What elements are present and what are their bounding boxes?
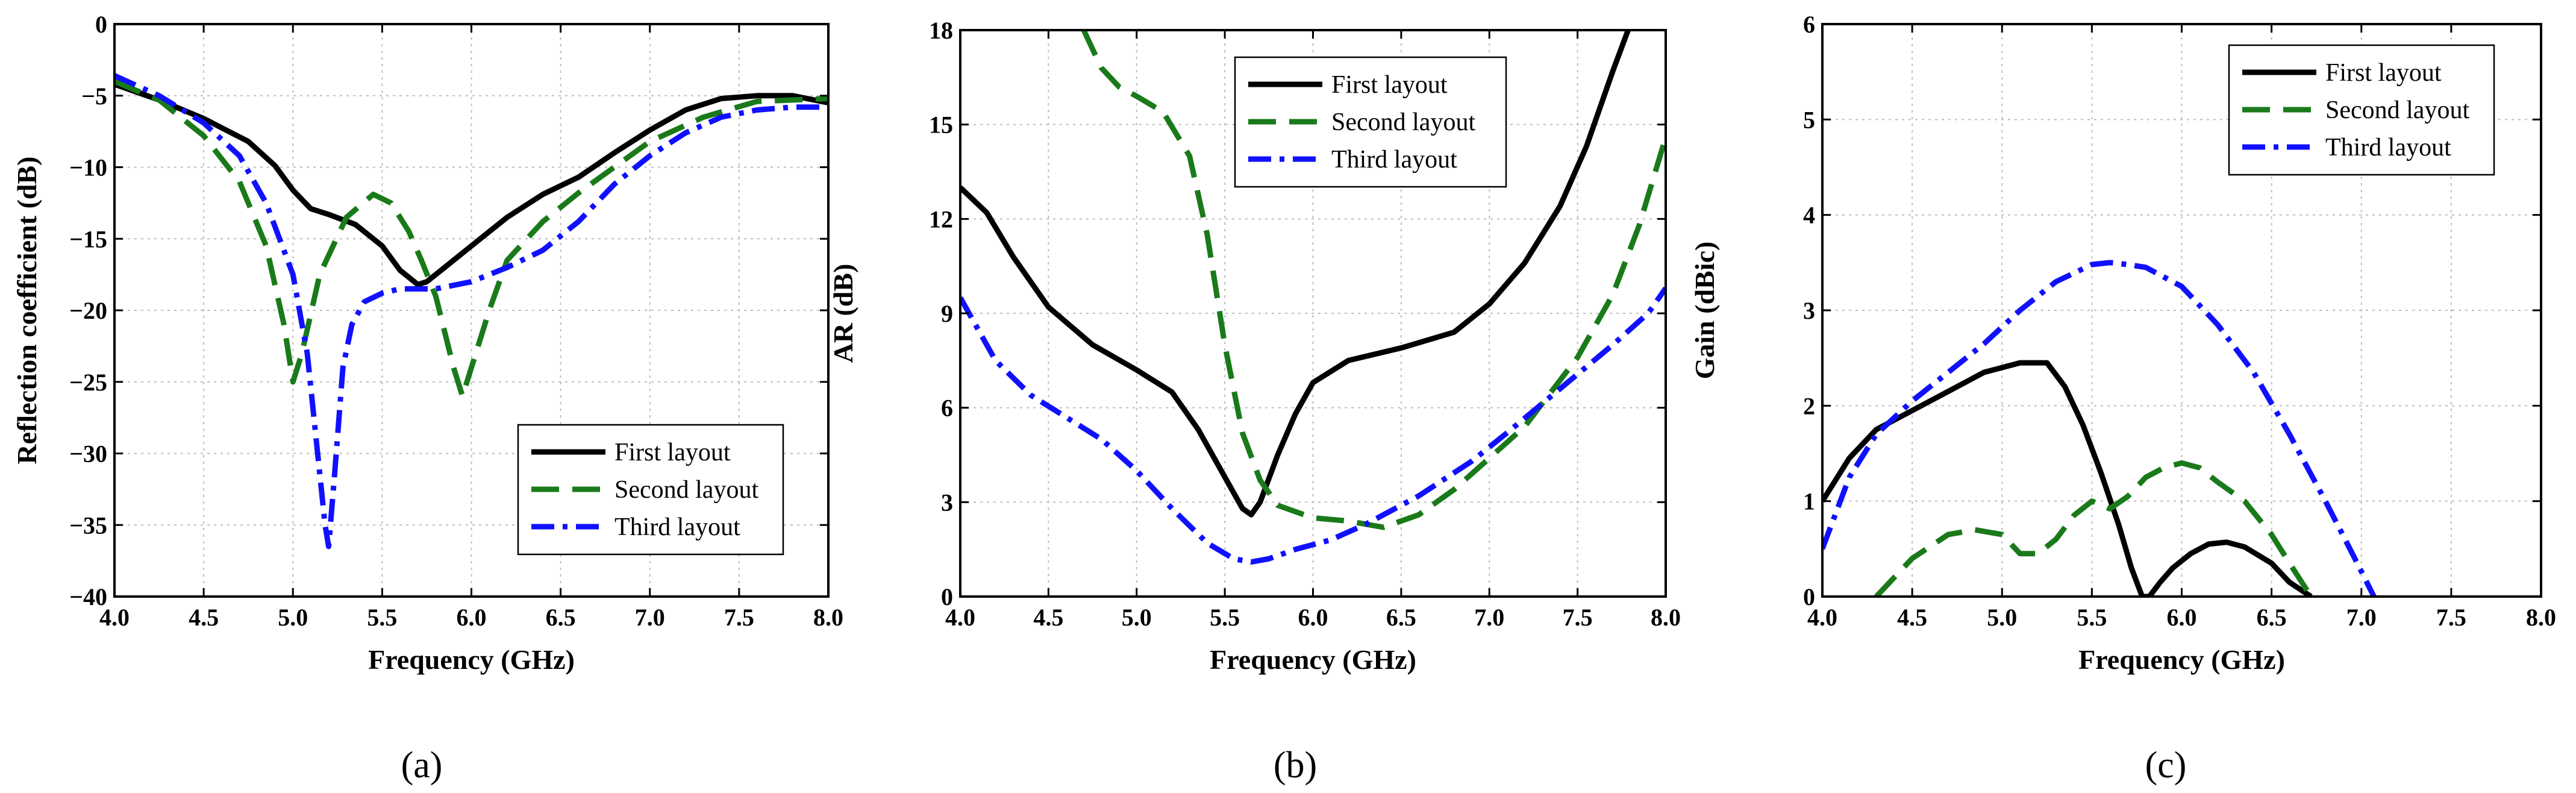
series-line-2: [1874, 460, 2313, 597]
x-tick-label: 5.0: [1122, 604, 1152, 631]
legend-label-3: Third layout: [2325, 134, 2451, 161]
y-tick-label: 9: [941, 300, 953, 327]
y-tick-label: −25: [69, 369, 107, 396]
y-tick-label: 12: [929, 205, 953, 233]
panel-label: (a): [401, 745, 443, 786]
y-axis-title: Gain (dBic): [1689, 242, 1720, 380]
x-tick-label: 6.5: [546, 604, 576, 631]
series-line-2: [114, 78, 828, 399]
x-tick-label: 4.5: [1033, 604, 1063, 631]
y-tick-label: −10: [69, 154, 107, 181]
x-tick-label: 7.5: [1563, 604, 1593, 631]
legend: First layout Second layout Third layout: [2228, 44, 2495, 176]
y-tick-label: 0: [941, 583, 953, 610]
y-tick-label: 0: [1803, 583, 1815, 610]
chart-panel-2: 4.0 4.5 5.0 5.5 6.0 6.5 7.0 7.5 8.0 0 3 6 9 12 15 18 Fre…: [828, 17, 1681, 786]
y-tick-label: 18: [929, 17, 953, 44]
y-tick-label: −40: [69, 583, 107, 610]
y-tick-label: 15: [929, 111, 953, 139]
x-tick-label: 7.0: [635, 604, 665, 631]
y-tick-label: −20: [69, 297, 107, 324]
x-axis-title: Frequency (GHz): [1210, 644, 1416, 675]
x-tick-label: 4.0: [1807, 604, 1837, 631]
legend-label-3: Third layout: [1331, 146, 1457, 174]
y-axis-title: Reflection coefficient (dB): [11, 157, 42, 465]
y-tick-label: −30: [69, 440, 107, 468]
chart-panel-3: 4.0 4.5 5.0 5.5 6.0 6.5 7.0 7.5 8.0 0 1 2 3 4 5 6 Freque…: [1689, 11, 2556, 786]
series-line-1: [1822, 360, 2313, 597]
panel-label: (b): [1274, 745, 1317, 786]
x-tick-label: 8.0: [2526, 604, 2556, 631]
y-tick-label: −15: [69, 225, 107, 252]
x-tick-label: 5.5: [367, 604, 397, 631]
panel-label: (c): [2145, 745, 2187, 786]
y-tick-label: 3: [941, 489, 953, 516]
legend-label-3: Third layout: [614, 513, 740, 541]
legend-box: [2228, 44, 2495, 176]
x-tick-label: 6.5: [1386, 604, 1416, 631]
x-tick-label: 8.0: [813, 604, 843, 631]
legend-label-1: First layout: [2325, 59, 2442, 87]
y-tick-label: 3: [1803, 297, 1815, 324]
y-tick-label: −35: [69, 512, 107, 539]
y-tick-label: −5: [81, 83, 107, 110]
x-tick-label: 7.5: [724, 604, 754, 631]
y-tick-label: 2: [1803, 392, 1815, 419]
x-tick-label: 4.5: [1897, 604, 1927, 631]
legend: First layout Second layout Third layout: [517, 424, 784, 556]
legend: First layout Second layout Third layout: [1234, 56, 1507, 188]
x-axis-title: Frequency (GHz): [2078, 644, 2285, 675]
legend-box: [517, 424, 784, 556]
x-tick-label: 7.0: [2346, 604, 2377, 631]
y-tick-label: 6: [1803, 11, 1815, 38]
y-tick-label: 5: [1803, 106, 1815, 133]
series-line-3: [960, 286, 1666, 565]
series-line-1: [114, 81, 828, 287]
x-tick-label: 4.5: [189, 604, 219, 631]
legend-label-2: Second layout: [2325, 96, 2469, 124]
series-line-1: [960, 30, 1631, 518]
chart-panel-1: 4.0 4.5 5.0 5.5 6.0 6.5 7.0 7.5 8.0 0 −5 −10 −15 −20 −…: [11, 11, 843, 786]
legend-label-2: Second layout: [614, 476, 758, 504]
x-tick-label: 6.5: [2257, 604, 2287, 631]
x-tick-label: 4.0: [99, 604, 130, 631]
series-line-3: [1822, 260, 2377, 597]
y-tick-label: 1: [1803, 488, 1815, 515]
x-axis-title: Frequency (GHz): [368, 644, 575, 675]
x-tick-label: 4.0: [945, 604, 975, 631]
x-tick-label: 6.0: [2167, 604, 2197, 631]
x-tick-label: 7.5: [2436, 604, 2466, 631]
legend-label-2: Second layout: [1331, 108, 1475, 136]
legend-box: [1234, 56, 1507, 188]
x-tick-label: 5.0: [1987, 604, 2017, 631]
y-tick-label: 4: [1803, 202, 1815, 229]
series-line-2: [1081, 30, 1666, 530]
x-tick-label: 6.0: [457, 604, 487, 631]
x-tick-label: 7.0: [1474, 604, 1504, 631]
y-tick-label: 6: [941, 395, 953, 422]
legend-label-1: First layout: [1331, 71, 1448, 99]
y-tick-label: 0: [95, 11, 107, 38]
legend-label-1: First layout: [614, 439, 731, 466]
x-tick-label: 5.0: [278, 604, 308, 631]
x-tick-label: 5.5: [2077, 604, 2107, 631]
x-tick-label: 5.5: [1210, 604, 1240, 631]
y-axis-title: AR (dB): [828, 264, 858, 363]
series-line-3: [114, 73, 828, 550]
x-tick-label: 8.0: [1651, 604, 1681, 631]
x-tick-label: 6.0: [1298, 604, 1328, 631]
